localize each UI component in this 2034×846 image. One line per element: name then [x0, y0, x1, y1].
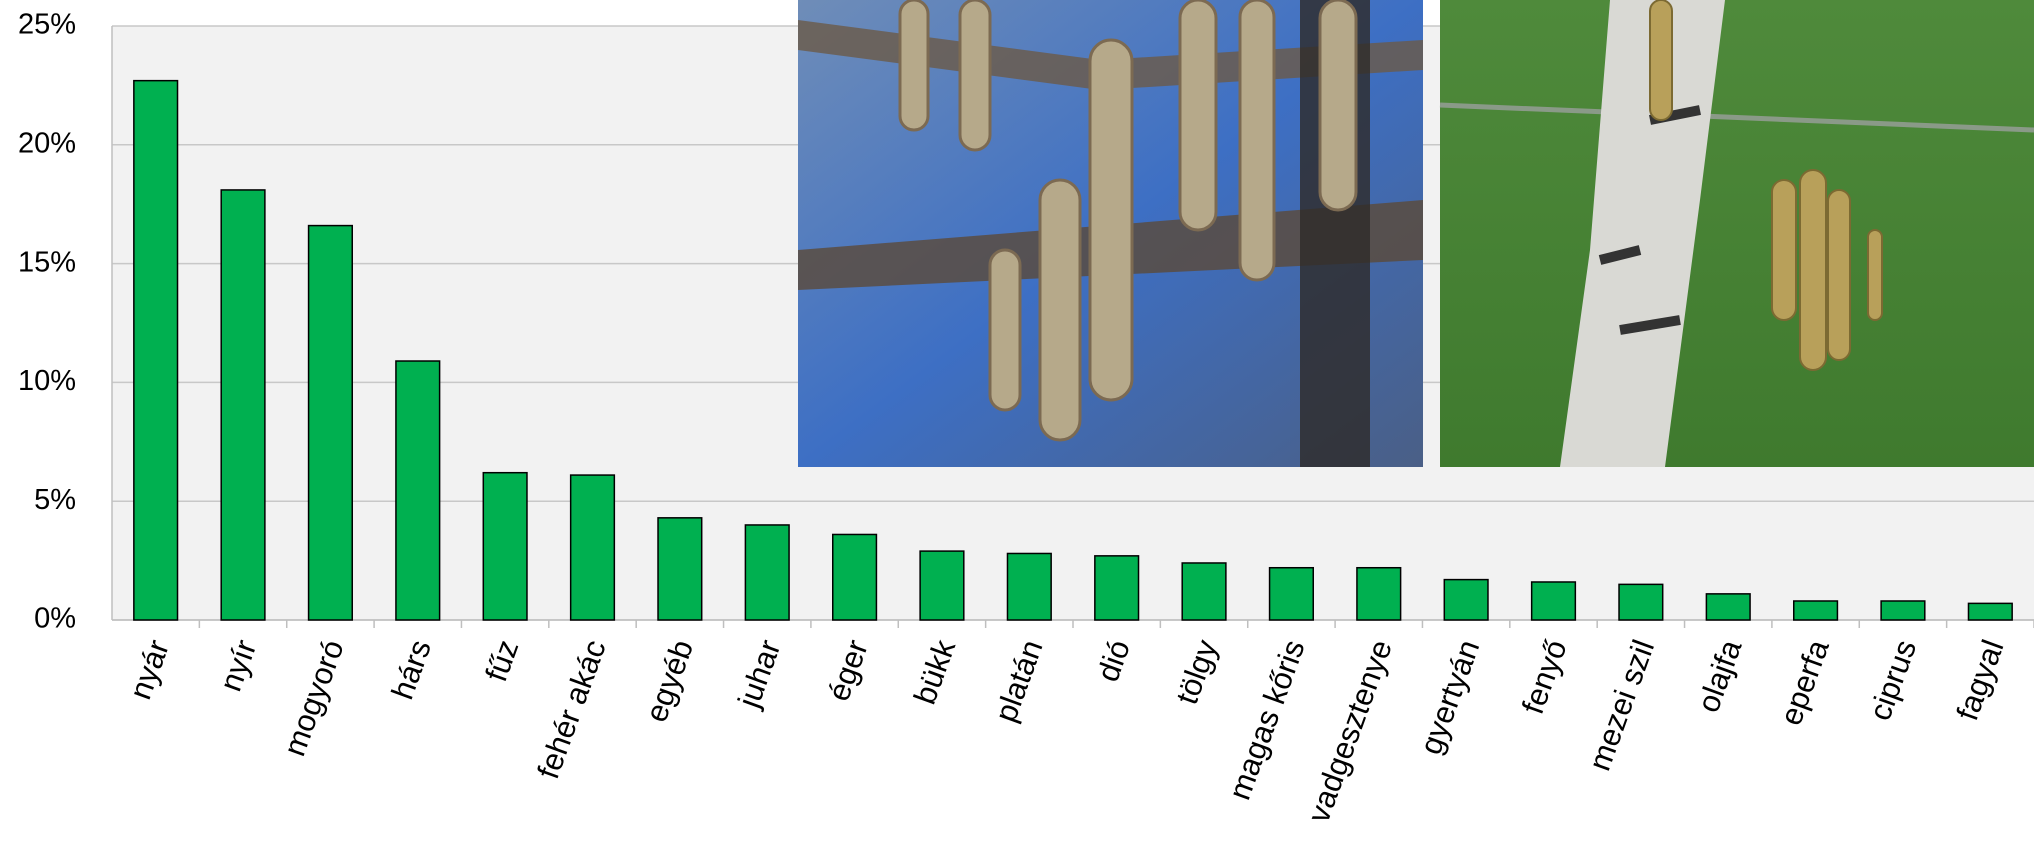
x-tick-label: ciprus: [1862, 635, 1923, 725]
bar: [483, 473, 527, 620]
y-tick-label: 5%: [34, 484, 76, 516]
bar: [658, 518, 702, 620]
y-tick-label: 20%: [18, 127, 76, 159]
bar: [396, 361, 440, 620]
bar: [309, 226, 353, 620]
chart: 0%5%10%15%20%25%nyárnyírmogyoróhársfűzfe…: [0, 0, 2034, 846]
bar: [1532, 582, 1576, 620]
bar: [833, 534, 877, 620]
bar: [1619, 584, 1663, 620]
x-tick-label: fűz: [478, 635, 525, 686]
bar: [1095, 556, 1139, 620]
x-tick-label: nyír: [213, 635, 264, 696]
x-tick-label: fehér akác: [530, 635, 612, 783]
bar: [1357, 568, 1401, 620]
y-tick-label: 15%: [18, 246, 76, 278]
x-tick-label: platán: [988, 635, 1050, 726]
y-tick-label: 25%: [18, 9, 76, 41]
bar: [1706, 594, 1750, 620]
x-tick-label: fenyő: [1515, 635, 1574, 718]
x-tick-label: éger: [821, 635, 875, 705]
x-tick-label: fagyal: [1949, 635, 2010, 725]
bar: [1444, 580, 1488, 620]
bar: [1968, 603, 2012, 620]
x-tick-label: olajfa: [1690, 635, 1748, 717]
bar: [1182, 563, 1226, 620]
x-tick-label: tölgy: [1169, 635, 1224, 709]
bar: [920, 551, 964, 620]
bar: [745, 525, 789, 620]
x-tick-label: magas kőris: [1222, 635, 1312, 804]
x-tick-label: gyertyán: [1413, 635, 1487, 759]
bar: [571, 475, 615, 620]
bar: [134, 81, 178, 620]
y-tick-label: 10%: [18, 365, 76, 397]
y-tick-label: 0%: [34, 603, 76, 635]
x-tick-label: dió: [1090, 635, 1137, 686]
x-tick-label: nyár: [122, 635, 176, 704]
x-tick-label: egyéb: [638, 635, 700, 726]
bar: [1007, 553, 1051, 620]
x-tick-label: eperfa: [1773, 635, 1836, 730]
x-tick-label: juhar: [731, 635, 788, 713]
x-tick-label: vadgesztenye: [1301, 635, 1399, 827]
x-tick-label: bükk: [907, 635, 962, 709]
x-tick-label: mezei szil: [1582, 635, 1661, 775]
bar: [221, 190, 265, 620]
bar: [1794, 601, 1838, 620]
bar: [1881, 601, 1925, 620]
x-tick-label: mogyoró: [277, 635, 351, 760]
x-tick-label: hárs: [385, 635, 439, 704]
page: 0%5%10%15%20%25%nyárnyírmogyoróhársfűzfe…: [0, 0, 2034, 846]
bar: [1270, 568, 1314, 620]
